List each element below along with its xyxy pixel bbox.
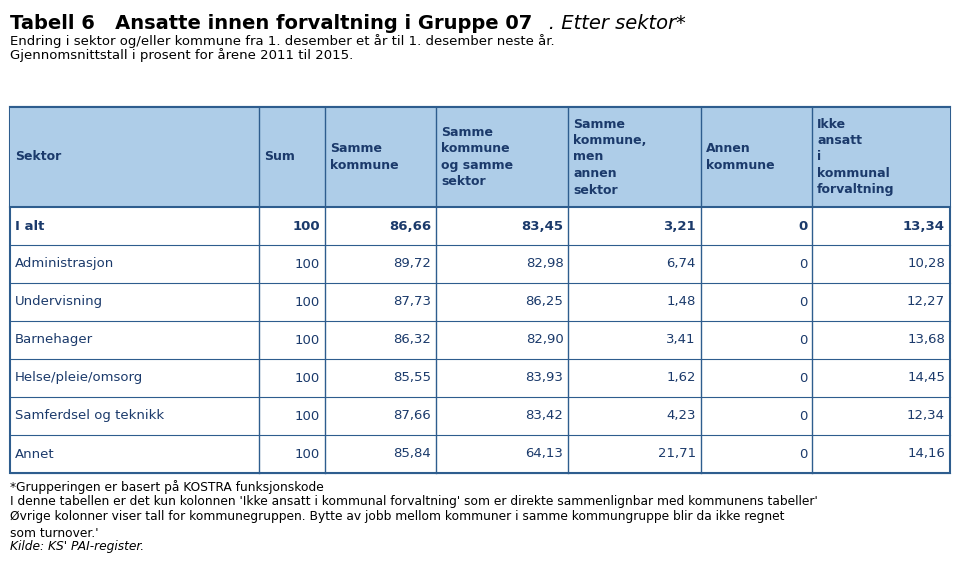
Text: 83,45: 83,45 [521,219,564,232]
Text: 100: 100 [295,296,320,308]
Text: 82,90: 82,90 [526,333,564,346]
Text: 87,73: 87,73 [393,296,431,308]
Text: Administrasjon: Administrasjon [15,257,114,271]
Bar [10,107,950,473]
Text: 4,23: 4,23 [666,410,696,423]
Text: 13,34: 13,34 [903,219,945,232]
Text: 0: 0 [799,296,807,308]
Text: 21,71: 21,71 [658,448,696,460]
Text: 1,62: 1,62 [666,371,696,385]
Text: I alt: I alt [15,219,44,232]
Text: Kilde: KS' PAI-register.: Kilde: KS' PAI-register. [10,540,144,553]
Text: 3,21: 3,21 [663,219,696,232]
Text: 0: 0 [799,410,807,423]
Text: Sektor: Sektor [15,151,61,164]
Text: 100: 100 [295,371,320,385]
Text: 6,74: 6,74 [666,257,696,271]
Text: Samme
kommune: Samme kommune [329,142,398,172]
Text: . Etter sektor*: . Etter sektor* [530,14,685,33]
Text: Samme
kommune,
men
annen
sektor: Samme kommune, men annen sektor [573,118,647,197]
Text: 0: 0 [799,333,807,346]
Text: 13,68: 13,68 [907,333,945,346]
Text: 14,16: 14,16 [907,448,945,460]
Text: 0: 0 [799,448,807,460]
Text: Undervisning: Undervisning [15,296,103,308]
Text: 86,25: 86,25 [526,296,564,308]
Text: 100: 100 [295,257,320,271]
Text: 0: 0 [799,257,807,271]
Text: 83,42: 83,42 [526,410,564,423]
Text: Gjennomsnittstall i prosent for årene 2011 til 2015.: Gjennomsnittstall i prosent for årene 20… [10,48,353,62]
Text: Ikke
ansatt
i
kommunal
forvaltning: Ikke ansatt i kommunal forvaltning [817,118,895,197]
Text: 85,55: 85,55 [393,371,431,385]
Text: Endring i sektor og/eller kommune fra 1. desember et år til 1. desember neste år: Endring i sektor og/eller kommune fra 1.… [10,34,555,48]
Text: 3,41: 3,41 [666,333,696,346]
Text: 100: 100 [295,410,320,423]
Text: 0: 0 [798,219,807,232]
Text: Annet: Annet [15,448,55,460]
Text: 89,72: 89,72 [394,257,431,271]
Text: 12,34: 12,34 [907,410,945,423]
Text: 82,98: 82,98 [526,257,564,271]
Text: 87,66: 87,66 [394,410,431,423]
Text: Tabell 6   Ansatte innen forvaltning i Gruppe 07: Tabell 6 Ansatte innen forvaltning i Gru… [10,14,532,33]
Bar [10,107,950,207]
Text: Samferdsel og teknikk: Samferdsel og teknikk [15,410,164,423]
Text: Annen
kommune: Annen kommune [706,142,775,172]
Text: 85,84: 85,84 [394,448,431,460]
Text: I denne tabellen er det kun kolonnen 'Ikke ansatt i kommunal forvaltning' som er: I denne tabellen er det kun kolonnen 'Ik… [10,495,818,508]
Text: 12,27: 12,27 [907,296,945,308]
Text: Helse/pleie/omsorg: Helse/pleie/omsorg [15,371,143,385]
Text: Sum: Sum [264,151,295,164]
Text: 100: 100 [295,448,320,460]
Text: Barnehager: Barnehager [15,333,93,346]
Text: 64,13: 64,13 [526,448,564,460]
Text: *Grupperingen er basert på KOSTRA funksjonskode: *Grupperingen er basert på KOSTRA funksj… [10,480,324,494]
Text: Samme
kommune
og samme
sektor: Samme kommune og samme sektor [441,126,514,188]
Text: 83,93: 83,93 [526,371,564,385]
Text: 86,32: 86,32 [394,333,431,346]
Text: 0: 0 [799,371,807,385]
Text: 100: 100 [295,333,320,346]
Text: 14,45: 14,45 [907,371,945,385]
Text: 10,28: 10,28 [907,257,945,271]
Text: 100: 100 [292,219,320,232]
Text: 86,66: 86,66 [389,219,431,232]
Text: Øvrige kolonner viser tall for kommunegruppen. Bytte av jobb mellom kommuner i s: Øvrige kolonner viser tall for kommunegr… [10,510,784,540]
Text: 1,48: 1,48 [666,296,696,308]
